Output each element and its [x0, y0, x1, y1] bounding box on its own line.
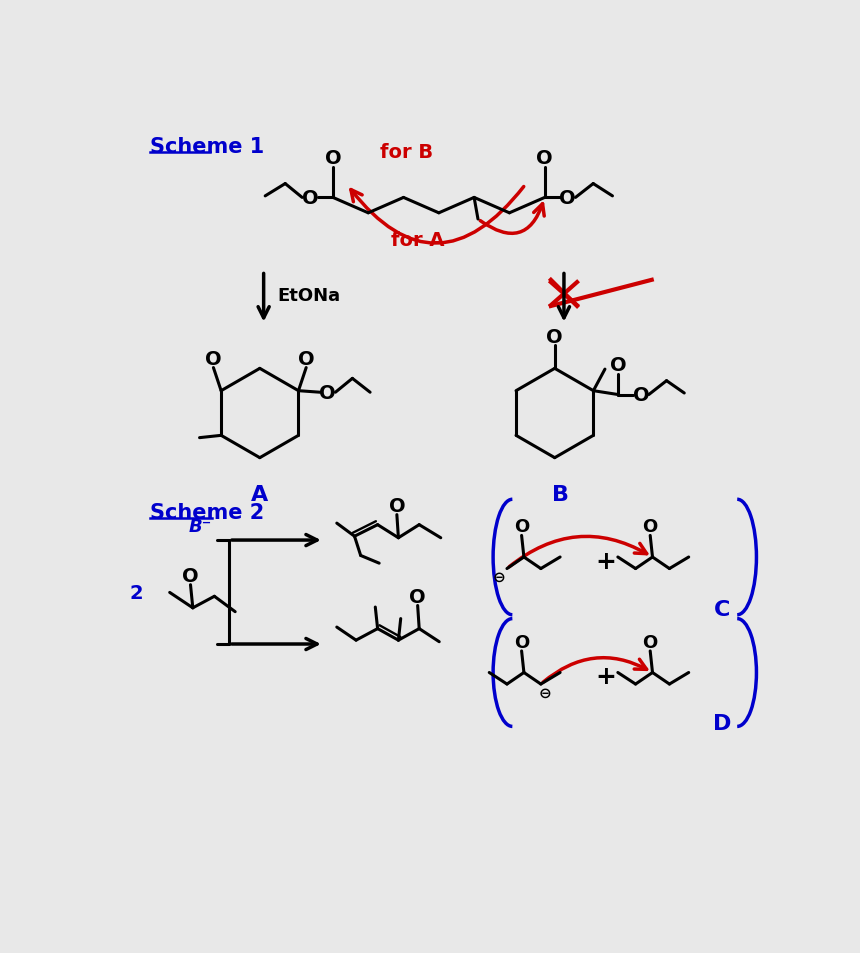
Text: for A: for A	[391, 231, 445, 250]
Text: O: O	[642, 633, 658, 651]
Text: O: O	[389, 497, 405, 516]
Text: D: D	[713, 713, 731, 733]
Text: A: A	[251, 484, 268, 504]
Text: O: O	[324, 149, 341, 168]
Text: Scheme 2: Scheme 2	[150, 502, 264, 522]
Text: O: O	[633, 386, 649, 405]
Text: O: O	[537, 149, 553, 168]
Text: ⊖: ⊖	[493, 569, 506, 584]
FancyArrowPatch shape	[543, 658, 647, 682]
Text: O: O	[302, 189, 318, 208]
Text: O: O	[514, 517, 529, 536]
Text: 2: 2	[130, 583, 144, 602]
Text: O: O	[319, 383, 336, 402]
FancyArrowPatch shape	[509, 537, 647, 567]
Text: O: O	[206, 350, 222, 369]
Text: O: O	[642, 517, 658, 536]
Text: +: +	[596, 549, 617, 574]
FancyArrowPatch shape	[351, 188, 524, 244]
Text: Scheme 1: Scheme 1	[150, 136, 264, 156]
Text: C: C	[714, 599, 730, 619]
Text: O: O	[514, 633, 529, 651]
Text: O: O	[298, 350, 315, 369]
Text: B⁻: B⁻	[189, 517, 212, 536]
Text: for B: for B	[379, 143, 433, 162]
Text: O: O	[182, 566, 199, 585]
Text: O: O	[409, 587, 426, 606]
Text: O: O	[546, 327, 563, 346]
Text: ⊖: ⊖	[539, 685, 552, 700]
Text: EtONa: EtONa	[278, 287, 341, 305]
Text: B: B	[552, 484, 569, 504]
Text: O: O	[560, 189, 576, 208]
FancyArrowPatch shape	[480, 205, 544, 234]
Text: O: O	[610, 355, 626, 375]
Text: +: +	[596, 664, 617, 689]
